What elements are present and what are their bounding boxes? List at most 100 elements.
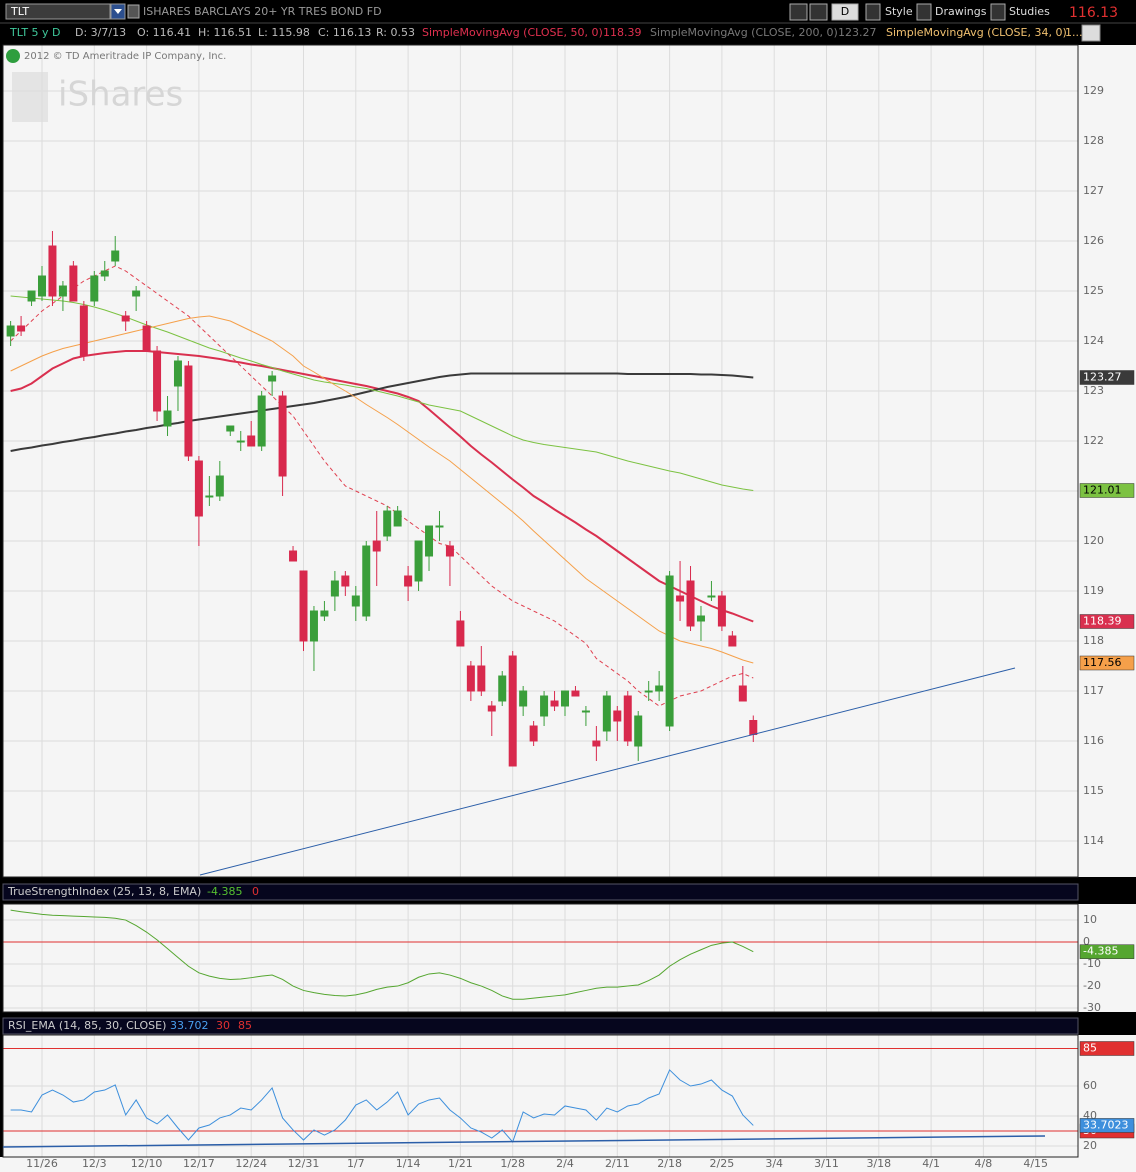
settings-tool[interactable]	[809, 3, 828, 21]
candle-body	[498, 675, 507, 702]
watermark: iShares	[58, 75, 183, 115]
drawings-button[interactable]: Drawings	[935, 5, 987, 18]
symbol-menu-icon[interactable]	[127, 4, 140, 19]
bar-range: R: 0.53	[376, 26, 415, 39]
moving-average-line	[10, 295, 754, 491]
style-button[interactable]: Style	[885, 5, 913, 18]
copyright: 2012 © TD Ameritrade IP Company, Inc.	[24, 51, 226, 62]
candle-body	[184, 365, 193, 457]
indicator-line	[10, 1069, 754, 1143]
candle-body	[362, 545, 371, 617]
crosshair-tool[interactable]	[789, 3, 808, 21]
value-box-label: 121.01	[1083, 484, 1122, 497]
candle-body	[153, 350, 162, 412]
y-tick-label: 120	[1083, 534, 1104, 547]
rsi-panel	[3, 1035, 1078, 1157]
candle-body	[644, 690, 653, 693]
panel-frame	[2, 903, 1079, 1013]
candle-body	[6, 325, 15, 337]
value-box	[1079, 655, 1135, 671]
x-tick-label: 12/17	[183, 1157, 215, 1170]
style-icon[interactable]	[865, 3, 881, 21]
studies-button[interactable]: Studies	[1009, 5, 1050, 18]
x-tick-label: 12/3	[82, 1157, 107, 1170]
moving-average-line	[10, 265, 754, 707]
rsi-header	[2, 1017, 1079, 1035]
value-box-label: 118.39	[1083, 615, 1122, 628]
indicator-value: -4.385	[207, 885, 242, 898]
legend-value: 1...	[1065, 26, 1083, 39]
candle-body	[393, 510, 402, 527]
x-tick-label: 2/25	[710, 1157, 735, 1170]
y-tick-label: 122	[1083, 434, 1104, 447]
candle-body	[676, 595, 685, 602]
y-tick-label: 0	[1083, 935, 1090, 948]
value-box-label: -4.385	[1083, 945, 1118, 958]
candle-body	[550, 700, 559, 707]
candle-body	[571, 690, 580, 697]
aggregation[interactable]: D	[841, 5, 849, 18]
moving-average-line	[10, 372, 754, 452]
value-box-label: 123.27	[1083, 371, 1122, 384]
candle-body	[529, 725, 538, 742]
candle-body	[330, 580, 339, 597]
candle-body	[79, 305, 88, 357]
candle-body	[655, 685, 664, 692]
legend-entry: SimpleMovingAvg (CLOSE, 50, 0)	[422, 26, 603, 39]
y-tick-label: 123	[1083, 384, 1104, 397]
candle-body	[717, 595, 726, 627]
candle-body	[289, 550, 298, 562]
y-tick-label: 10	[1083, 913, 1097, 926]
value-box	[1079, 614, 1135, 629]
y-tick-label: 118	[1083, 634, 1104, 647]
x-tick-label: 4/1	[922, 1157, 940, 1170]
bar-date: D: 3/7/13	[75, 26, 126, 39]
y-tick-label: 117	[1083, 684, 1104, 697]
candle-body	[456, 620, 465, 647]
candle-body	[341, 575, 350, 587]
legend-entry: SimpleMovingAvg (CLOSE, 200, 0)	[650, 26, 838, 39]
candle-body	[27, 290, 36, 302]
candle-body	[236, 440, 245, 443]
candle-body	[38, 275, 46, 297]
candle-body	[100, 270, 109, 277]
moving-average-line	[10, 315, 754, 664]
candle-body	[592, 740, 601, 747]
info-icon[interactable]	[6, 49, 20, 63]
candle-body	[425, 525, 434, 557]
aggregation-button[interactable]	[831, 3, 859, 21]
candle-body	[665, 575, 674, 727]
candle-body	[48, 245, 57, 297]
x-tick-label: 2/4	[556, 1157, 574, 1170]
rsi-trend-line	[2, 1135, 1046, 1148]
trend-line	[199, 667, 1016, 876]
expand-button[interactable]	[1081, 24, 1101, 42]
indicator-value: 33.702	[170, 1019, 209, 1032]
candle-body	[466, 665, 475, 692]
candle-body	[414, 540, 423, 582]
candle-body	[173, 360, 182, 387]
x-tick-label: 11/26	[26, 1157, 58, 1170]
y-tick-label: 119	[1083, 584, 1104, 597]
x-tick-label: 12/24	[235, 1157, 267, 1170]
candle-body	[749, 720, 758, 735]
value-box	[1079, 944, 1135, 959]
y-tick-label: -30	[1083, 1001, 1101, 1014]
y-tick-label: 116	[1083, 734, 1104, 747]
price-axis-area	[1078, 45, 1136, 877]
symbol-field[interactable]	[5, 3, 111, 20]
x-tick-label: 3/18	[866, 1157, 891, 1170]
candle-body	[90, 275, 99, 302]
y-tick-label: 129	[1083, 84, 1104, 97]
price-panel	[3, 45, 1078, 877]
x-tick-label: 2/18	[657, 1157, 682, 1170]
panel-frame	[2, 1034, 1079, 1158]
tsi-panel	[3, 904, 1078, 1012]
drawings-icon[interactable]	[916, 3, 932, 21]
symbol[interactable]: TLT	[10, 5, 29, 18]
candle-body	[561, 690, 569, 707]
indicator-level: 85	[238, 1019, 252, 1032]
studies-icon[interactable]	[990, 3, 1006, 21]
last-price: 116.13	[1069, 5, 1118, 21]
